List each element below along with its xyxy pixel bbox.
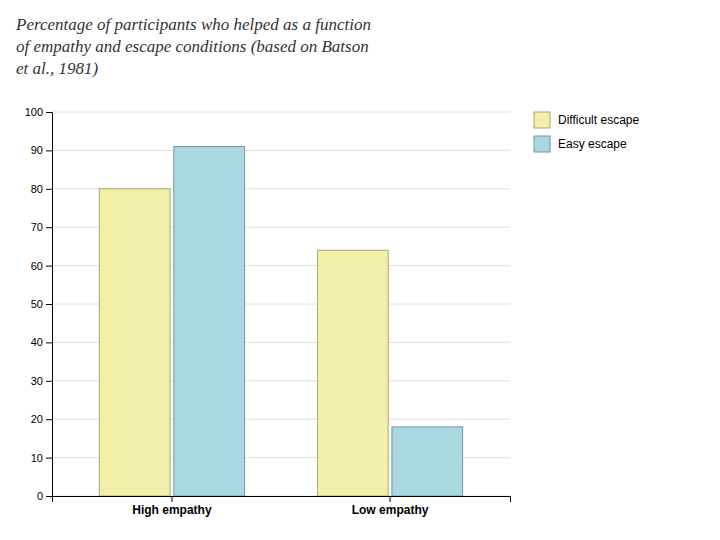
y-axis-line (46, 113, 53, 497)
y-tick: 70 (31, 221, 52, 233)
y-tick-mark (46, 189, 52, 190)
grid (52, 112, 510, 496)
legend-label: Easy escape (558, 137, 627, 151)
y-axis: 0 10 20 30 40 50 60 70 80 90 100 (25, 106, 53, 502)
bar (317, 250, 388, 496)
y-tick-mark (46, 227, 52, 228)
bar (99, 189, 170, 496)
y-tick-mark (46, 304, 52, 305)
y-tick: 90 (31, 144, 52, 156)
y-tick-label: 0 (37, 490, 43, 502)
y-tick-mark (46, 419, 52, 420)
y-tick: 80 (31, 183, 52, 195)
y-tick: 50 (31, 298, 52, 310)
x-tick-label: High empathy (132, 503, 212, 517)
y-tick-label: 50 (31, 298, 43, 310)
y-tick-label: 90 (31, 144, 43, 156)
y-tick: 20 (31, 413, 52, 425)
bar (174, 147, 245, 496)
x-tick-mark (171, 496, 172, 502)
y-tick: 30 (31, 375, 52, 387)
legend-item: Easy escape (534, 136, 627, 152)
legend-swatch (534, 112, 550, 128)
y-tick: 0 (37, 490, 52, 502)
y-tick-label: 30 (31, 375, 43, 387)
legend: Difficult escape Easy escape (534, 112, 639, 152)
y-tick-label: 100 (25, 106, 43, 118)
y-tick-label: 80 (31, 183, 43, 195)
y-tick-mark (46, 342, 52, 343)
x-tick: High empathy (132, 496, 212, 517)
y-tick-mark (46, 266, 52, 267)
title: Percentage of participants who helped as… (15, 15, 371, 78)
x-tick-mark (390, 496, 391, 502)
y-tick-label: 70 (31, 221, 43, 233)
legend-item: Difficult escape (534, 112, 639, 128)
y-tick-mark (46, 150, 52, 151)
y-tick-mark (46, 112, 52, 113)
grid-line (52, 150, 510, 151)
plot: 0 10 20 30 40 50 60 70 80 90 100 High empathy Low em… (25, 106, 511, 517)
y-tick-mark (46, 381, 52, 382)
x-tick: Low empathy (352, 496, 429, 517)
y-tick: 10 (31, 452, 52, 464)
x-axis: High empathy Low empathy (53, 496, 511, 517)
x-axis-line (53, 497, 511, 503)
y-tick-mark (46, 458, 52, 459)
y-tick-label: 60 (31, 260, 43, 272)
y-tick-label: 20 (31, 413, 43, 425)
chart-svg: Percentage of participants who helped as… (0, 0, 720, 540)
y-tick: 60 (31, 260, 52, 272)
y-tick-label: 10 (31, 452, 43, 464)
y-tick-label: 40 (31, 336, 43, 348)
legend-swatch (534, 136, 550, 152)
y-tick: 40 (31, 336, 52, 348)
bars (99, 147, 462, 496)
grid-line (52, 112, 510, 113)
y-tick-mark (46, 496, 52, 497)
bar (392, 427, 463, 496)
legend-label: Difficult escape (558, 113, 639, 127)
x-tick-label: Low empathy (352, 503, 429, 517)
y-tick: 100 (25, 106, 52, 118)
